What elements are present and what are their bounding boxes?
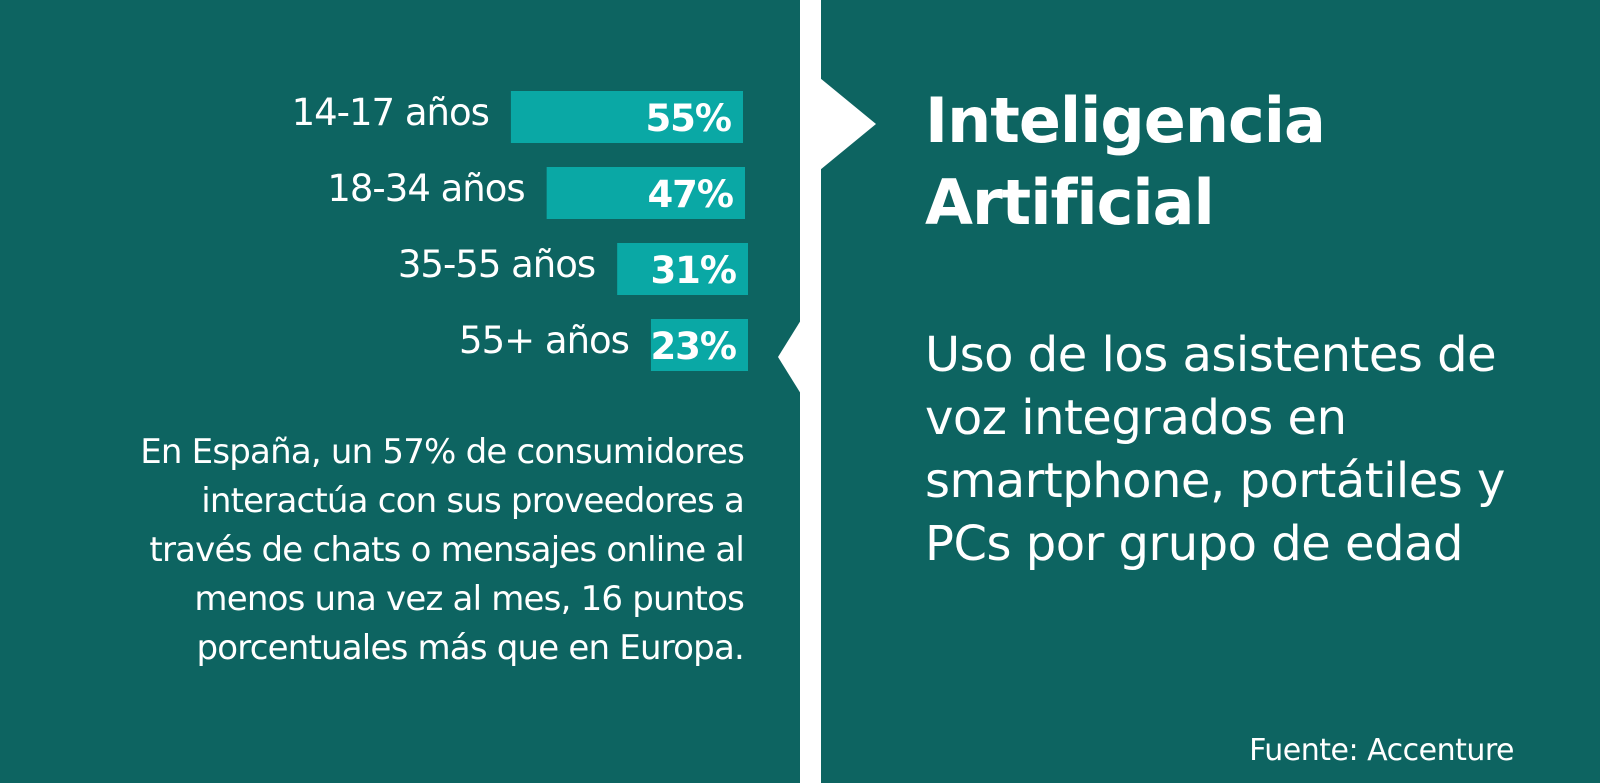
bar-4 [650,319,748,371]
pointer-arrow-left [778,320,801,394]
page-title: Inteligencia Artificial [925,84,1326,239]
bar-value-label: 23% [650,325,736,368]
vertical-divider [800,0,821,783]
bar-value-label: 47% [647,173,733,216]
category-label: 35-55 años [398,243,595,286]
bar-value-label: 31% [650,249,736,292]
pointer-arrow-right [820,78,876,170]
category-label: 18-34 años [327,167,524,210]
bar-value-label: 55% [645,97,731,140]
bar-3 [617,243,748,295]
category-label: 55+ años [459,319,629,362]
source-credit: Fuente: Accenture [1249,733,1514,768]
age-group-bar-chart: 55% 14-17 años 47% 18-34 años 31% 35-55 años 2… [292,91,748,371]
bar-1 [510,91,743,143]
category-label: 14-17 años [292,91,489,134]
spain-note: En España, un 57% de consumidores intera… [140,432,745,668]
bar-2 [546,167,745,219]
chart-subtitle: Uso de los asistentes de voz integrados … [925,327,1505,572]
